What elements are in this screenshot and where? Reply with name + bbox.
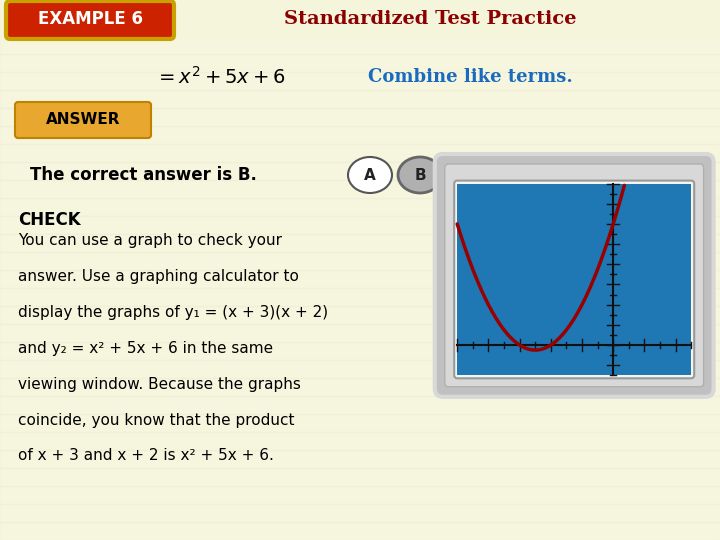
Bar (0, 270, 720, 288)
Text: You can use a graph to check your: You can use a graph to check your (18, 233, 282, 247)
FancyBboxPatch shape (6, 1, 174, 39)
Text: C: C (462, 167, 474, 183)
Bar (0, 126, 720, 144)
Bar (0, 0, 720, 18)
FancyBboxPatch shape (454, 180, 694, 379)
Text: answer. Use a graphing calculator to: answer. Use a graphing calculator to (18, 268, 299, 284)
Text: $= x^2 + 5x + 6$: $= x^2 + 5x + 6$ (155, 66, 285, 88)
Text: CHECK: CHECK (18, 211, 81, 229)
Bar (0, 468, 720, 486)
Bar (0, 306, 720, 324)
Ellipse shape (348, 157, 392, 193)
Bar (0, 450, 720, 468)
Bar (0, 378, 720, 396)
Text: B: B (414, 167, 426, 183)
Bar (0, 522, 720, 540)
Bar (0, 504, 720, 522)
Bar (0, 288, 720, 306)
Text: D: D (505, 167, 518, 183)
Bar (0, 396, 720, 414)
Bar (0, 252, 720, 270)
Bar (0, 90, 720, 108)
Bar (0, 162, 720, 180)
Bar (0, 18, 720, 36)
Bar (0, 72, 720, 90)
Text: and y₂ = x² + 5x + 6 in the same: and y₂ = x² + 5x + 6 in the same (18, 341, 273, 355)
Bar (0, 108, 720, 126)
Text: viewing window. Because the graphs: viewing window. Because the graphs (18, 376, 301, 392)
Text: Combine like terms.: Combine like terms. (368, 68, 572, 86)
Bar (0, 414, 720, 432)
Ellipse shape (490, 157, 534, 193)
Bar (0, 36, 720, 54)
Bar (0, 180, 720, 198)
Bar (0, 198, 720, 216)
Bar (0, 432, 720, 450)
Text: A: A (364, 167, 376, 183)
Bar (0, 54, 720, 72)
Text: of x + 3 and x + 2 is x² + 5x + 6.: of x + 3 and x + 2 is x² + 5x + 6. (18, 449, 274, 463)
FancyBboxPatch shape (445, 164, 703, 387)
Bar (0, 360, 720, 378)
Text: coincide, you know that the product: coincide, you know that the product (18, 413, 294, 428)
Bar (0, 324, 720, 342)
Bar (0, 144, 720, 162)
Text: EXAMPLE 6: EXAMPLE 6 (37, 10, 143, 28)
FancyBboxPatch shape (15, 102, 151, 138)
Ellipse shape (446, 157, 490, 193)
Text: Standardized Test Practice: Standardized Test Practice (284, 10, 576, 28)
Bar (0, 486, 720, 504)
Text: The correct answer is B.: The correct answer is B. (30, 166, 257, 184)
FancyBboxPatch shape (435, 154, 714, 397)
Bar (457, 184, 691, 375)
Text: display the graphs of y₁ = (x + 3)(x + 2): display the graphs of y₁ = (x + 3)(x + 2… (18, 305, 328, 320)
Bar (0, 216, 720, 234)
Bar (0, 342, 720, 360)
Bar (0, 234, 720, 252)
FancyBboxPatch shape (0, 0, 720, 40)
Text: ANSWER: ANSWER (46, 111, 120, 126)
Ellipse shape (398, 157, 442, 193)
